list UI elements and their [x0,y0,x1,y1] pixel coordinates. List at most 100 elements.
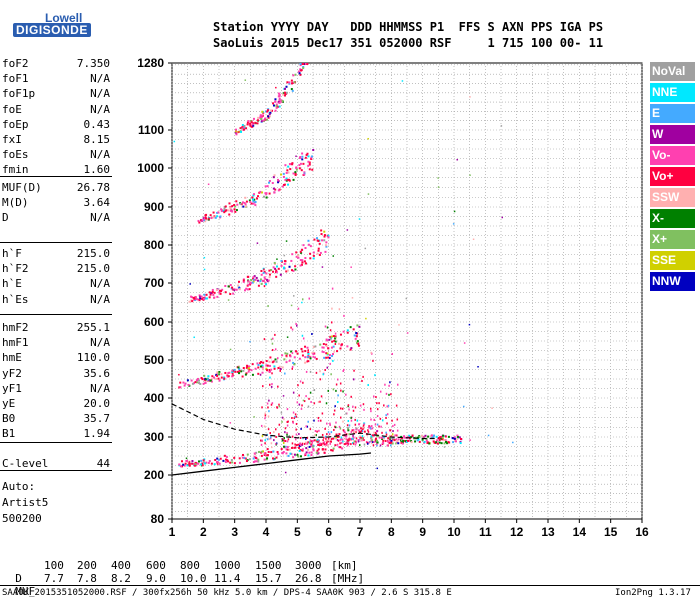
echo-point [265,364,268,367]
echo-point [301,350,304,353]
echo-point [280,259,283,262]
echo-point [291,352,294,355]
echo-point [215,377,218,380]
echo-point [371,441,373,444]
echo-point [288,360,291,362]
echo-point [294,174,297,177]
echo-point [306,436,309,439]
echo-point [278,365,281,368]
echo-point [385,392,388,395]
echo-point [252,202,255,205]
echo-point [316,252,319,255]
d-distance-value: 3000 [295,559,322,572]
echo-point [491,407,493,409]
param-value: N/A [90,277,110,291]
echo-point [333,413,335,416]
echo-point [212,293,215,296]
echo-point [179,386,182,389]
echo-point [295,166,298,169]
echo-point [264,185,267,188]
echo-point [351,429,354,432]
echo-point [425,439,428,442]
echo-point [356,341,359,344]
echo-point [303,400,306,403]
echo-point [319,251,322,254]
echo-point [390,393,392,396]
echo-point [335,421,337,424]
echo-point [349,326,352,329]
echo-point [247,120,250,123]
echo-point [212,211,215,214]
echo-point [309,357,312,360]
echo-point [345,412,347,415]
legend-item-x-: X+ [650,230,695,249]
echo-point [240,370,243,373]
echo-point [273,367,276,370]
echo-point [259,115,262,118]
echo-point [325,245,328,248]
echo-point [291,82,294,85]
echo-point [220,290,223,293]
echo-point [380,425,382,428]
echo-point [355,437,358,440]
echo-point [285,179,288,182]
echo-point [349,437,352,440]
echo-point [282,395,285,397]
echo-point [382,436,385,439]
echo-point [207,183,210,186]
echo-point [383,439,386,442]
echo-point [256,242,259,244]
echo-point [294,171,297,174]
echo-point [343,314,345,317]
echo-point [339,427,342,430]
echo-point [231,372,234,375]
echo-point [202,297,205,300]
echo-point [247,367,250,370]
echo-point [295,415,298,418]
echo-point [299,162,302,165]
echo-point [375,439,378,442]
echo-point [354,406,357,409]
echo-point [262,385,264,388]
echo-point [367,384,369,387]
echo-point [330,449,333,452]
echo-point [326,433,328,436]
echo-point [319,444,322,447]
y-tick-label: 1100 [138,123,164,137]
echo-point [294,446,297,449]
echo-point [302,399,305,402]
echo-point [366,442,369,445]
echo-point [344,437,347,440]
echo-point [247,365,250,368]
echo-point [269,436,272,439]
echo-point [305,447,308,450]
echo-point [273,261,276,264]
echo-point [194,381,197,384]
echo-point [402,439,405,442]
param-name: foEp [2,117,29,131]
param-row-group2-0: MUF(D) 26.78 [2,180,110,195]
echo-point [238,288,241,291]
echo-point [278,97,281,100]
echo-point [277,452,280,455]
echo-point [386,444,389,447]
param-name: yF2 [2,366,22,380]
echo-point [309,257,312,260]
echo-point [201,219,204,222]
echo-point [281,439,284,442]
echo-point [297,70,300,73]
echo-point [299,259,302,262]
echo-point [469,174,471,176]
echo-point [300,347,303,350]
echo-point [282,92,285,95]
echo-point [295,350,298,353]
echo-point [235,209,238,212]
echo-point [300,427,302,430]
echo-point [380,436,383,439]
param-value: N/A [90,102,110,116]
echo-point [401,437,404,440]
echo-point [292,361,295,364]
echo-point [205,378,208,381]
echo-point [378,425,380,428]
echo-point [294,438,297,441]
